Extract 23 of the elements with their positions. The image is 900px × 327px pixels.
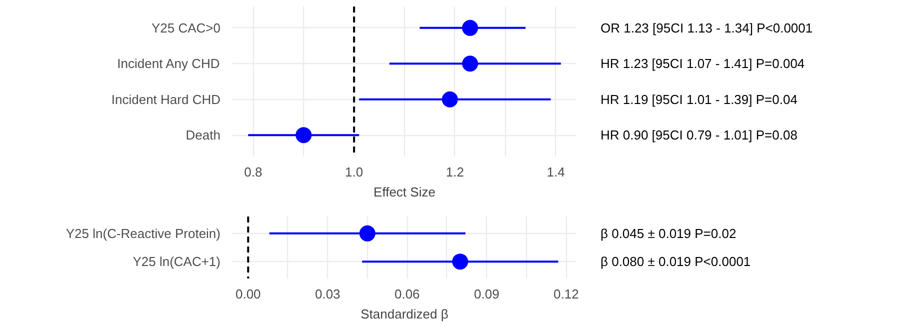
y-tick-label: Incident Hard CHD	[111, 92, 221, 107]
x-tick-label: 0.00	[235, 286, 261, 302]
x-tick-label: 1.2	[446, 164, 464, 180]
y-tick-label: Incident Any CHD	[117, 56, 220, 72]
x-tick-label: 0.12	[554, 286, 579, 302]
x-tick-label: 0.06	[394, 286, 420, 302]
y-tick-label: Y25 CAC>0	[151, 20, 221, 36]
y-tick-label: Death	[186, 128, 221, 143]
x-tick-label: 0.03	[314, 286, 340, 302]
y-tick-label: Y25 ln(C-Reactive Protein)	[66, 226, 221, 241]
text: HR 1.19 [95CI 1.01 - 1.39] P=0.04	[600, 92, 798, 107]
text: HR 1.23 [95CI 1.07 - 1.41] P=0.004	[600, 56, 805, 72]
x-tick-label: 0.09	[474, 286, 500, 302]
y-tick-label: Y25 ln(CAC+1)	[132, 254, 221, 270]
text: β 0.080 ± 0.019 P<0.0001	[600, 254, 751, 270]
x-tick-label: 0.8	[244, 164, 262, 180]
text: OR 1.23 [95CI 1.13 - 1.34] P<0.0001	[600, 20, 813, 36]
x-axis-title: Effect Size	[374, 184, 436, 200]
x-axis-title: Standardized β	[360, 306, 448, 322]
x-tick-label: 1.4	[546, 164, 565, 180]
x-tick-label: 1.0	[345, 164, 364, 180]
text: β 0.045 ± 0.019 P=0.02	[600, 226, 736, 241]
text: HR 0.90 [95CI 0.79 - 1.01] P=0.08	[600, 128, 798, 143]
